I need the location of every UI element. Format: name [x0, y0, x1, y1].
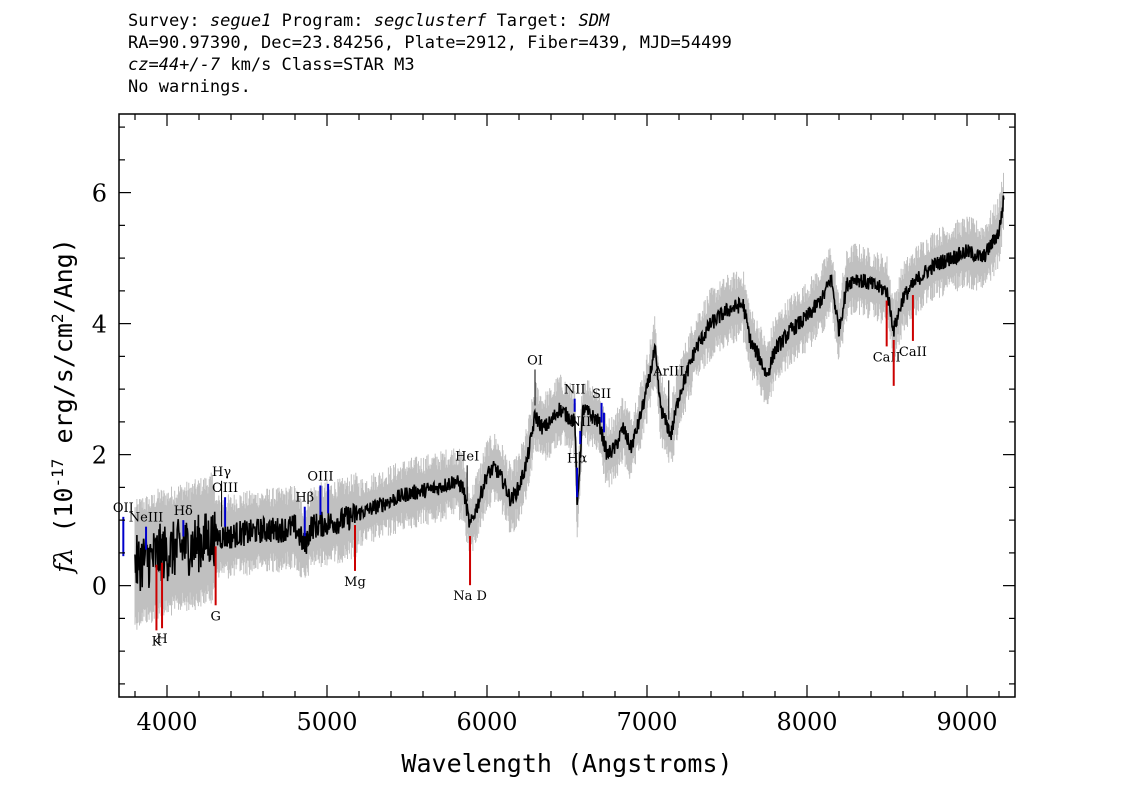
line-label-h: H [156, 632, 167, 647]
line-label-ariii: ArIII [652, 364, 684, 379]
x-tick-label: 4000 [136, 708, 197, 736]
y-tick-label: 6 [92, 180, 107, 208]
line-label-neiii: NeIII [129, 511, 163, 526]
line-label-sii: SII [592, 387, 611, 402]
survey-label: Survey: [128, 11, 200, 31]
spectrum-header: Survey: segue1 Program: segclusterf Targ… [128, 10, 732, 98]
line-label-caii: CaII [899, 345, 927, 360]
error-band [134, 172, 1004, 630]
plot-frame [118, 113, 1016, 698]
header-line-warnings: No warnings. [128, 77, 251, 97]
y-tick-label: 0 [92, 573, 107, 601]
survey-value: segue1 [209, 11, 272, 31]
header-line-survey: Survey: segue1 Program: segclusterf Targ… [128, 10, 732, 32]
line-label-hδ: Hδ [174, 504, 193, 519]
x-tick-label: 9000 [936, 708, 997, 736]
line-label-oi: OI [527, 353, 543, 368]
x-tick-label: 8000 [776, 708, 837, 736]
x-tick-label: 6000 [456, 708, 517, 736]
redshift-value: cz=44+/-7 [128, 55, 221, 75]
x-tick-label: 7000 [616, 708, 677, 736]
target-value: SDM [578, 11, 610, 31]
error-band-path [134, 172, 1004, 630]
line-label-oiii: OIII [307, 469, 333, 484]
y-tick-label: 4 [92, 311, 107, 339]
header-line-redshift: cz=44+/-7 km/s Class=STAR M3 [128, 54, 732, 76]
flux-series [134, 195, 1005, 592]
target-label: Target: [496, 11, 569, 31]
line-label-k: K [152, 634, 162, 649]
y-tick-label: 2 [92, 442, 107, 470]
x-axis-title: Wavelength (Angstroms) [401, 749, 732, 778]
line-label-nii: NII [569, 415, 591, 430]
axis-ticks: 4000 5000 6000 7000 8000 9000 0 2 4 6 [92, 114, 1015, 736]
y-axis-title: fλ (10-17 erg/s/cm2/Ang) [48, 238, 79, 575]
program-label: Program: [281, 11, 364, 31]
flux-line [134, 195, 1005, 592]
line-label-oii: OII [113, 501, 134, 516]
line-label-oiii: OIII [212, 481, 238, 496]
line-label-g: G [210, 609, 220, 624]
line-label-caii: CaII [873, 350, 901, 365]
x-tick-label: 5000 [296, 708, 357, 736]
line-label-hα: Hα [567, 452, 587, 467]
class-text: km/s Class=STAR M3 [230, 55, 415, 75]
line-label-nii: NII [564, 383, 586, 398]
program-value: segclusterf [373, 11, 487, 31]
line-label-mg: Mg [344, 575, 366, 590]
line-label-hγ: Hγ [212, 465, 231, 480]
line-label-na-d: Na D [453, 589, 487, 604]
header-line-coordinates: RA=90.97390, Dec=23.84256, Plate=2912, F… [128, 33, 732, 53]
line-label-hβ: Hβ [295, 491, 314, 506]
line-label-hei: HeI [455, 449, 479, 464]
